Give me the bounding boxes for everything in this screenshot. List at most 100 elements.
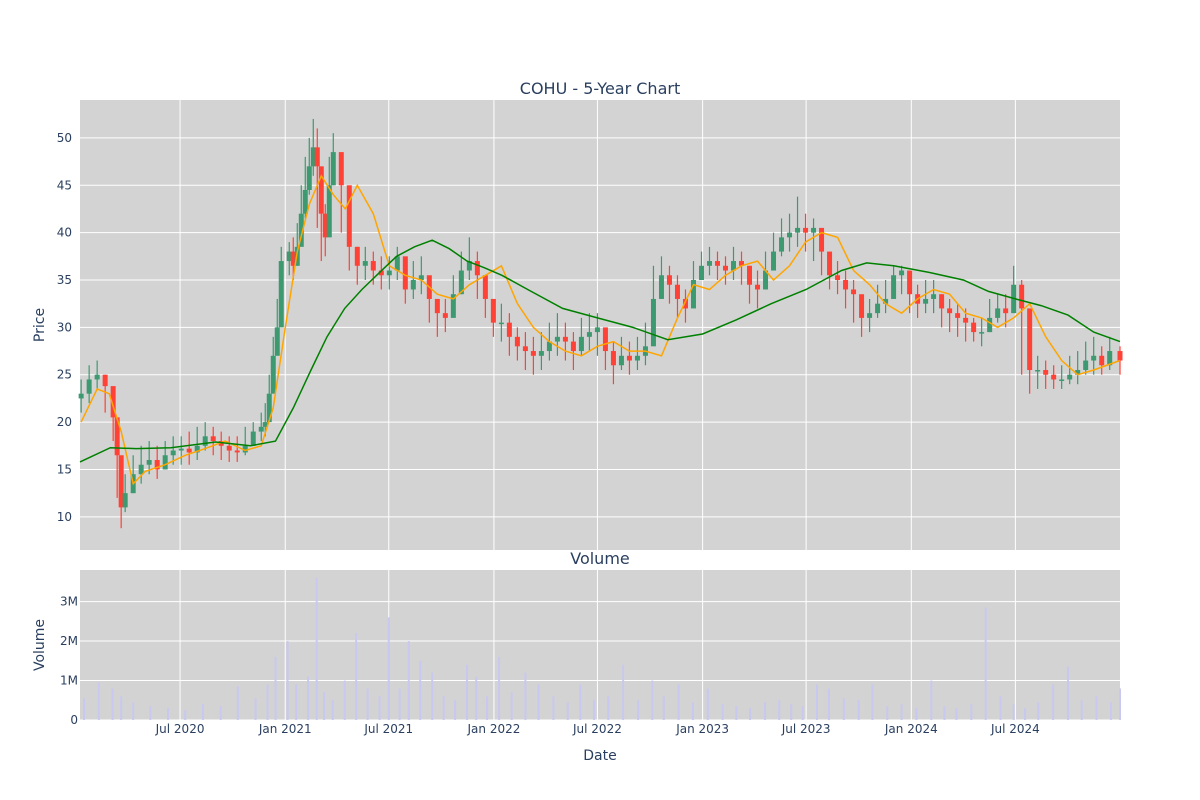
volume-bar [955, 708, 958, 720]
candle-body [971, 322, 977, 333]
candle-body [394, 256, 400, 271]
candle-body [1027, 308, 1033, 370]
volume-bar [167, 708, 170, 720]
volume-bar [749, 708, 752, 720]
candle-body [755, 284, 761, 290]
price-moving-averages [79, 174, 1121, 486]
volume-bar [815, 684, 818, 720]
volume-x-ticks: Jul 2020 Jan 2021 Jul 2021 Jan 2022 Jul 2022… [155, 722, 1040, 736]
volume-bar [778, 700, 781, 720]
candle-body [931, 294, 937, 299]
candle-body [78, 393, 84, 399]
candle-body [843, 280, 849, 290]
volume-bar [763, 702, 766, 720]
candle-body [763, 270, 769, 290]
candle-body [1003, 308, 1009, 314]
volume-bar [662, 696, 665, 720]
candle-body [402, 256, 408, 290]
candle-body [803, 227, 809, 233]
volume-bar [637, 700, 640, 720]
volume-bar [524, 672, 527, 720]
candle-body [138, 464, 144, 475]
volume-bar [286, 641, 289, 720]
volume-bar [407, 641, 410, 720]
candle-body [194, 445, 200, 453]
candle-body [995, 308, 1001, 318]
volume-y-tick-label: 0 [70, 713, 78, 727]
volume-bar [343, 680, 346, 720]
volume-bar [442, 696, 445, 720]
candle-body [779, 237, 785, 252]
candle-body [102, 374, 108, 387]
volume-y-tick-label: 3M [60, 595, 78, 609]
price-y-tick-label: 40 [57, 226, 72, 240]
volume-bar [475, 676, 478, 720]
candle-body [1043, 370, 1049, 375]
volume-bar [498, 656, 501, 720]
candle-body [907, 270, 913, 295]
volume-bar [999, 696, 1002, 720]
candle-body [322, 213, 328, 238]
candle-body [899, 270, 905, 276]
x-tick-label: Jan 2021 [258, 722, 312, 736]
candle-body [859, 294, 865, 318]
candle-body [819, 227, 825, 252]
candle-body [474, 261, 480, 276]
volume-bar [236, 686, 239, 720]
candle-body [306, 166, 312, 190]
volume-bar [1012, 704, 1015, 720]
x-tick-label: Jul 2022 [572, 722, 622, 736]
volume-bar [827, 688, 830, 720]
candle-body [538, 351, 544, 356]
candle-body [250, 431, 256, 446]
volume-bar [1052, 684, 1055, 720]
candle-body [650, 298, 656, 347]
volume-bar [677, 684, 680, 720]
volume-bar [315, 577, 318, 720]
candle-body [570, 341, 576, 352]
volume-bar [801, 706, 804, 720]
candle-body [722, 265, 728, 271]
volume-bar [537, 684, 540, 720]
volume-bar [355, 633, 358, 720]
volume-bar [120, 696, 123, 720]
candle-body [162, 455, 168, 470]
volume-bar [1095, 696, 1098, 720]
price-y-tick-label: 25 [57, 368, 72, 382]
volume-y-tick-label: 2M [60, 634, 78, 648]
volume-bar [622, 664, 625, 720]
candle-body [218, 441, 224, 446]
volume-bar [111, 688, 114, 720]
volume-bar [857, 700, 860, 720]
candle-body [262, 422, 268, 427]
candle-body [146, 460, 152, 465]
candle-body [458, 270, 464, 295]
candle-body [258, 426, 264, 432]
volume-bar [790, 704, 793, 720]
candle-body [498, 322, 504, 325]
volume-bar [184, 710, 187, 720]
candle-body [386, 270, 392, 276]
candle-body [122, 493, 128, 508]
candle-body [202, 436, 208, 446]
candle-body [338, 152, 344, 186]
volume-bar [592, 700, 595, 720]
candle-body [274, 327, 280, 356]
x-tick-label: Jan 2022 [467, 722, 521, 736]
candle-body [682, 298, 688, 309]
volume-bar [970, 704, 973, 720]
candle-body [326, 185, 332, 238]
candle-body [987, 317, 993, 333]
candle-body [466, 261, 472, 271]
volume-bar [419, 660, 422, 720]
candle-body [418, 275, 424, 280]
candle-body [835, 275, 841, 280]
candle-body [867, 313, 873, 318]
volume-bar [706, 688, 709, 720]
candle-body [114, 417, 120, 456]
candle-body [706, 261, 712, 266]
volume-bar [691, 702, 694, 720]
candle-body [226, 445, 232, 451]
candle-body [234, 450, 240, 453]
volume-bar [721, 704, 724, 720]
